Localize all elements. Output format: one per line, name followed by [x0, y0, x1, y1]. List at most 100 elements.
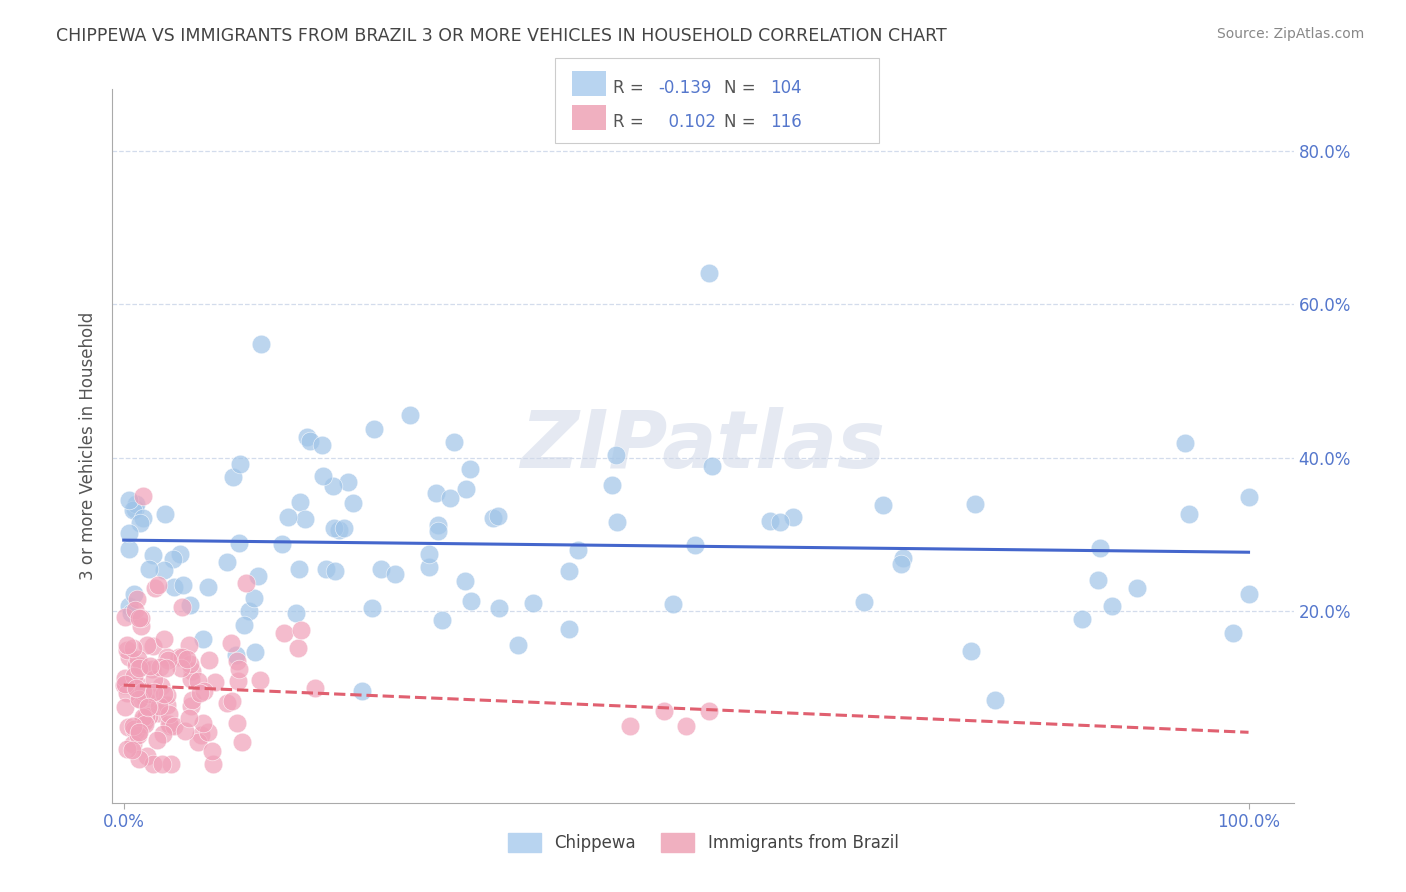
Point	[169, 548, 191, 562]
Point	[852, 595, 875, 609]
Point	[1174, 435, 1197, 450]
Point	[243, 645, 266, 659]
Point	[124, 587, 146, 601]
Point	[122, 668, 145, 682]
Point	[129, 659, 152, 673]
Point	[418, 548, 440, 562]
Point	[121, 719, 143, 733]
Point	[155, 507, 177, 521]
Point	[155, 649, 177, 664]
Point	[342, 496, 364, 510]
Point	[506, 638, 529, 652]
Text: N =: N =	[724, 113, 761, 131]
Point	[1087, 573, 1109, 587]
Point	[233, 617, 256, 632]
Point	[180, 672, 202, 686]
Point	[125, 592, 148, 607]
Point	[221, 694, 243, 708]
Point	[600, 478, 623, 492]
Text: 0.102: 0.102	[658, 113, 716, 131]
Point	[122, 679, 145, 693]
Point	[159, 719, 181, 733]
Point	[115, 643, 138, 657]
Point	[215, 696, 238, 710]
Point	[443, 435, 465, 450]
Point	[782, 509, 804, 524]
Point	[142, 640, 165, 654]
Point	[188, 686, 211, 700]
Point	[439, 491, 461, 505]
Point	[143, 672, 166, 686]
Point	[169, 661, 191, 675]
Point	[125, 724, 148, 739]
Point	[118, 493, 141, 508]
Point	[197, 580, 219, 594]
Point	[1125, 581, 1147, 595]
Point	[384, 567, 406, 582]
Point	[700, 458, 723, 473]
Point	[322, 521, 344, 535]
Point	[323, 564, 346, 578]
Point	[482, 511, 505, 525]
Point	[285, 607, 308, 621]
Point	[486, 508, 509, 523]
Point	[454, 574, 477, 588]
Point	[128, 692, 150, 706]
Point	[138, 687, 160, 701]
Point	[270, 537, 292, 551]
Point	[890, 557, 912, 571]
Text: R =: R =	[613, 79, 650, 97]
Point	[149, 679, 172, 693]
Point	[141, 663, 163, 677]
Point	[1071, 612, 1094, 626]
Point	[157, 707, 180, 722]
Point	[290, 623, 312, 637]
Point	[225, 716, 247, 731]
Point	[162, 551, 184, 566]
Point	[187, 735, 209, 749]
Point	[135, 748, 157, 763]
Point	[157, 716, 180, 731]
Point	[228, 662, 250, 676]
Point	[229, 457, 252, 471]
Point	[238, 604, 260, 618]
Point	[246, 569, 269, 583]
Point	[418, 560, 440, 574]
Point	[177, 711, 200, 725]
Point	[153, 687, 176, 701]
Point	[128, 611, 150, 625]
Point	[135, 709, 157, 723]
Point	[125, 497, 148, 511]
Point	[174, 724, 197, 739]
Point	[179, 598, 201, 612]
Point	[769, 515, 792, 529]
Point	[172, 578, 194, 592]
Point	[298, 434, 321, 448]
Point	[122, 737, 145, 751]
Point	[117, 720, 139, 734]
Point	[294, 512, 316, 526]
Point	[132, 511, 155, 525]
Point	[959, 644, 981, 658]
Point	[567, 542, 589, 557]
Point	[124, 502, 146, 516]
Point	[148, 659, 170, 673]
Point	[228, 536, 250, 550]
Point	[336, 475, 359, 490]
Point	[172, 599, 194, 614]
Y-axis label: 3 or more Vehicles in Household: 3 or more Vehicles in Household	[79, 312, 97, 580]
Point	[984, 693, 1007, 707]
Point	[148, 699, 170, 714]
Point	[124, 603, 146, 617]
Point	[127, 677, 149, 691]
Point	[361, 601, 384, 615]
Point	[333, 521, 356, 535]
Point	[156, 653, 179, 667]
Point	[759, 514, 782, 528]
Point	[191, 632, 214, 646]
Point	[114, 610, 136, 624]
Point	[1101, 599, 1123, 613]
Point	[179, 638, 201, 652]
Point	[304, 681, 326, 695]
Point	[1088, 541, 1111, 555]
